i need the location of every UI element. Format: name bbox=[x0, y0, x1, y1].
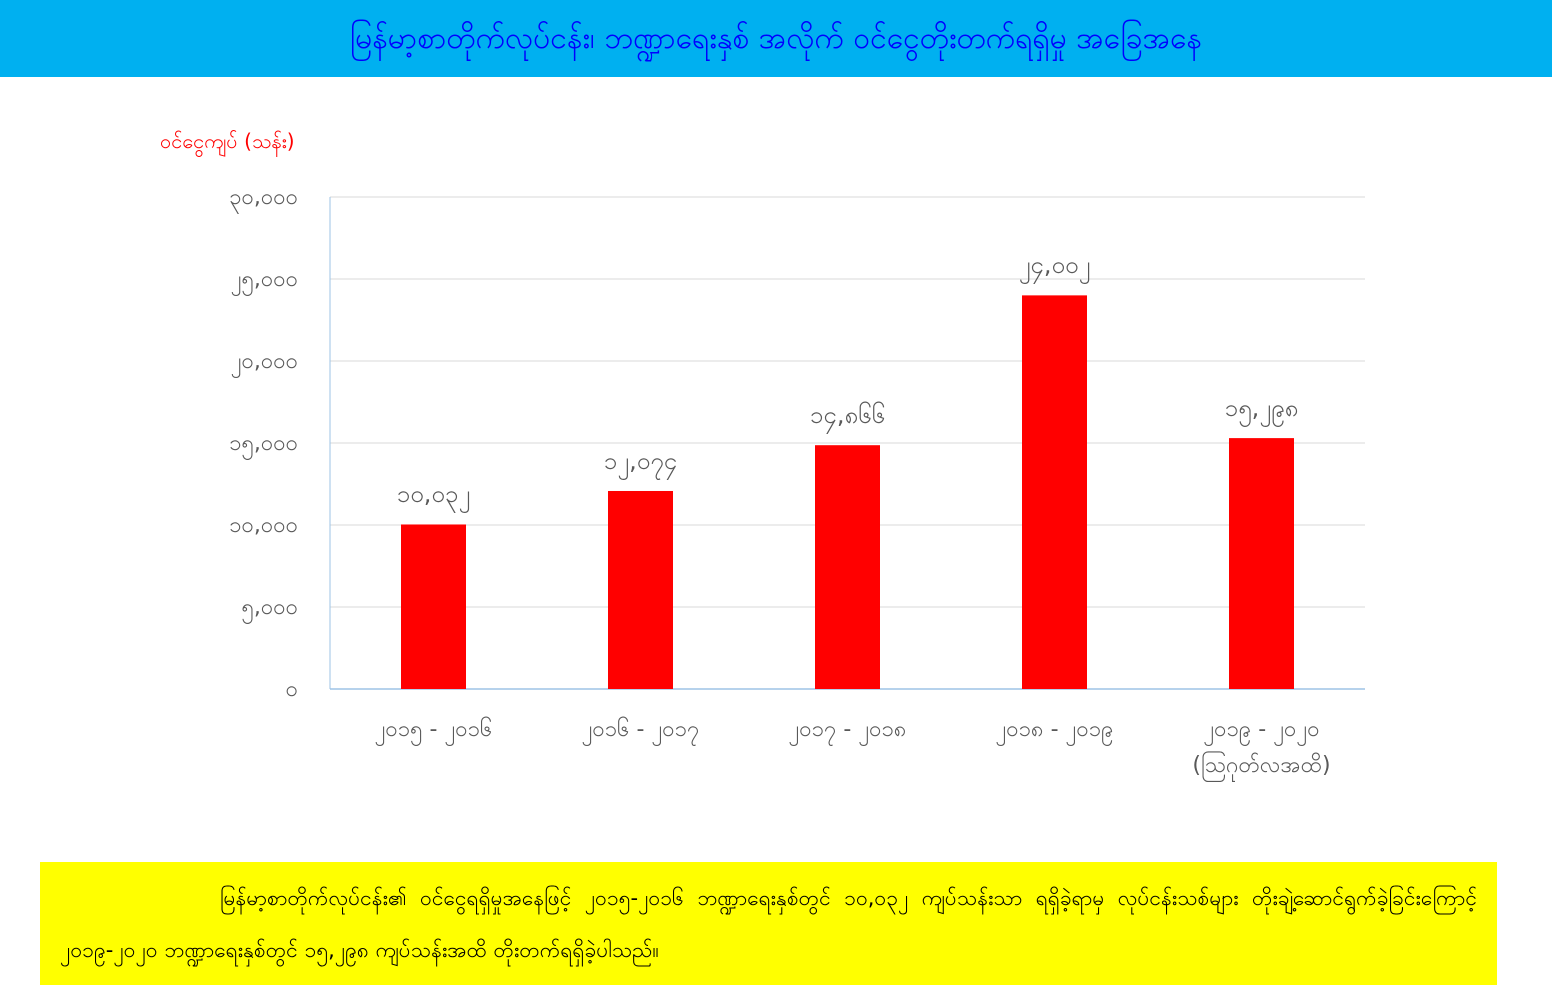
data-label: ၁၀,၀၃၂ bbox=[396, 480, 471, 509]
y-tick-label: ၁၅,၀၀၀ bbox=[229, 431, 298, 456]
data-label: ၂၄,၀၀၂ bbox=[1018, 251, 1091, 280]
data-label: ၁၅,၂၉၈ bbox=[1224, 394, 1299, 423]
y-tick-label: ၁၀,၀၀၀ bbox=[229, 513, 298, 538]
note: မြန်မာ့စာတိုက်လုပ်ငန်း၏ ဝင်ငွေရရှိမှုအနေ… bbox=[40, 862, 1497, 985]
title-bar bbox=[0, 0, 1552, 77]
y-tick-label: ၅,၀၀၀ bbox=[241, 595, 299, 620]
x-tick-label: ၂၀၁၇ - ၂၀၁၈ bbox=[788, 717, 907, 742]
y-axis-label: ဝင်ငွေကျပ် (သန်း) bbox=[160, 129, 295, 153]
x-tick-label: ၂၀၁၉ - ၂၀၂၀ (ဩဂုတ်လအထိ) bbox=[1192, 717, 1331, 778]
bar bbox=[1022, 295, 1087, 689]
x-tick-label: ၂၀၁၈ - ၂၀၁၉ bbox=[995, 717, 1114, 742]
chart-title: မြန်မာ့စာတိုက်လုပ်ငန်း၊ ဘဏ္ဍာရေးနှစ် အလိ… bbox=[350, 21, 1202, 56]
y-tick-label: ၃၀,၀၀၀ bbox=[229, 185, 298, 210]
y-tick-label: ၂၅,၀၀၀ bbox=[230, 267, 298, 292]
bar bbox=[1229, 438, 1294, 689]
data-label: ၁၂,၀၇၄ bbox=[603, 446, 678, 475]
bar bbox=[608, 490, 673, 689]
x-tick-label: ၂၀၁၆ - ၂၀၁၇ bbox=[581, 717, 700, 742]
bar bbox=[401, 524, 466, 689]
x-tick-label: ၂၀၁၅ - ၂၀၁၆ bbox=[374, 717, 493, 742]
y-tick-label: ၀ bbox=[285, 677, 298, 702]
bar bbox=[815, 445, 880, 689]
y-tick-label: ၂၀,၀၀၀ bbox=[230, 349, 298, 374]
data-label: ၁၄,၈၆၆ bbox=[809, 401, 886, 430]
